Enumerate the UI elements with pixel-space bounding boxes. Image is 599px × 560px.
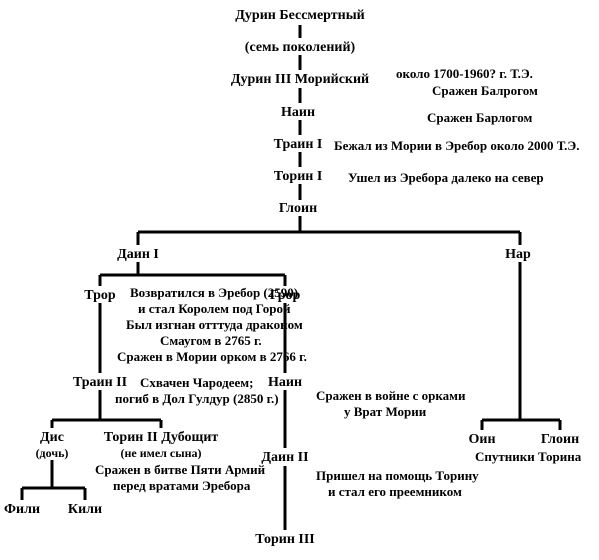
node-dis: Дис (дочь) [36,430,69,462]
node-kili: Кили [68,502,102,518]
node-dain-i: Даин I [117,247,159,263]
node-dis-label: Дис [40,430,64,445]
note-dain2-b: и стал его преемником [328,484,462,500]
note-oin-gloin: Спутники Торина [475,449,581,465]
note-thror-4: Смаугом в 2765 г. [160,333,262,349]
node-dis-sub: (дочь) [36,446,69,460]
node-thorin-ii: Торин II Дубощит (не имел сына) [104,430,219,462]
node-thrain-ii: Траин II [73,375,127,391]
note-thror-1: Возвратился в Эребор (2590) [130,285,298,301]
node-seven-generations: (семь поколений) [245,40,355,56]
node-thorin-ii-label: Торин II Дубощит [104,430,219,445]
note-dain2-a: Пришел на помощь Торину [316,468,479,484]
note-thror-3: Был изгнан отттуда драконом [126,317,303,333]
note-nainb-2: у Врат Мории [344,404,426,420]
note-thrain2-a: Схвачен Чародеем; [140,375,253,391]
note-thror-2: и стал Королем под Горой [138,301,291,317]
note-durin3-a: около 1700-1960? г. Т.Э. [396,66,533,82]
node-durin-immortal: Дурин Бессмертный [235,8,364,24]
note-thrain1: Бежал из Мории в Эребор около 2000 Т.Э. [334,138,580,154]
node-thorin-ii-sub: (не имел сына) [121,446,202,460]
note-thorin2-b: перед вратами Эребора [113,478,250,494]
note-thorin1: Ушел из Эребора далеко на север [348,170,544,186]
node-durin-iii: Дурин III Морийский [231,72,369,88]
node-thorin-i: Торин I [274,169,323,185]
note-nain-a: Сражен Барлогом [427,110,532,126]
node-fili: Фили [4,502,40,518]
note-nainb-1: Сражен в войне с орками [316,388,465,404]
node-oin: Оин [468,432,495,448]
note-thror-5: Сражен в Мории орком в 2766 г. [117,349,307,365]
node-thorin-iii: Торин III [255,532,314,548]
node-nain-b: Наин [268,375,302,391]
node-nain-a: Наин [281,105,315,121]
node-thrain-i: Траин I [274,137,323,153]
node-thror: Трор [84,288,115,304]
note-thrain2-b: погиб в Дол Гулдур (2850 г.) [115,391,279,407]
node-dain-ii: Даин II [261,450,308,466]
node-gloin-b: Глоин [541,432,579,448]
note-durin3-b: Сражен Балрогом [432,83,538,99]
node-nar: Нар [505,247,531,263]
node-gloin-a: Глоин [279,201,317,217]
note-thorin2-a: Сражен в битве Пяти Армий [95,462,265,478]
